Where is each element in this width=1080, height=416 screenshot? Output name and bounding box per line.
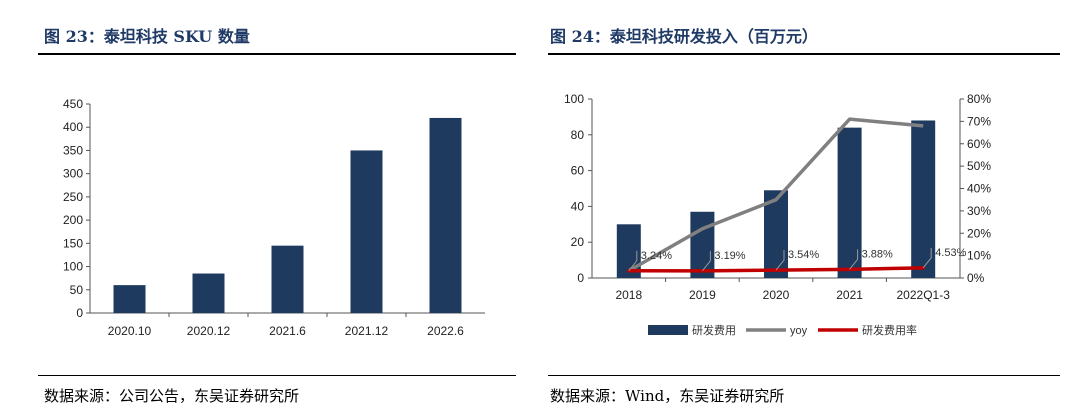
y-tick-label: 350 [63,143,83,157]
figure-23-panel: 图 23：泰坦科技 SKU 数量 0 50 100 150 200 250 300 350 40… [38,27,516,405]
bar [429,117,462,313]
data-label: 3.54% [788,249,819,261]
x-tick-label: 2021 [836,288,863,302]
x-tick-label: 2021.6 [269,324,306,338]
data-label-leader [702,250,711,272]
figure-24-source: 数据来源：Wind，东吴证券研究所 [550,387,785,405]
left-y-tick-label: 0 [577,271,584,285]
x-tick-label: 2019 [689,288,716,302]
bar [350,150,383,313]
y-tick-label: 400 [63,120,83,134]
right-y-tick-label: 40% [967,182,991,196]
x-tick-label: 2022Q1-3 [897,288,951,302]
data-label-leader [849,249,859,270]
left-y-tick-label: 40 [571,199,585,213]
x-tick-label: 2018 [615,288,642,302]
legend-swatch-rd-expense [648,325,688,335]
y-tick-label: 150 [63,236,83,250]
data-label: 3.24% [641,250,672,262]
right-y-tick-label: 50% [967,159,991,173]
rd-expense-combo-chart: 0 20 40 60 80 100 0% 10% 20% 30% 40% 50% 60% 70% 80% 20… [564,92,991,337]
figure-23-source: 数据来源：公司公告，东吴证券研究所 [44,387,300,405]
right-y-tick-label: 10% [967,249,991,263]
bar [113,285,146,313]
figure-23-title: 图 23：泰坦科技 SKU 数量 [44,27,250,46]
sku-count-bar-chart: 0 50 100 150 200 250 300 350 400 450 2020.10 2020.1… [63,97,485,338]
x-tick-label: 2020.10 [108,324,152,338]
right-y-tick-label: 20% [967,226,991,240]
bar [192,273,225,313]
yoy-line [627,117,924,273]
left-y-tick-label: 20 [571,235,585,249]
legend-label: yoy [790,325,808,337]
data-label: 3.19% [714,250,745,262]
rd-expense-bar [764,190,788,278]
left-y-tick-label: 100 [564,92,584,106]
y-tick-label: 200 [63,213,83,227]
x-tick-label: 2021.12 [345,324,389,338]
data-label-leader [628,250,638,272]
figure-24-panel: 图 24：泰坦科技研发投入（百万元） 0 20 40 60 80 100 0% 10% 20% 3… [540,0,1080,416]
data-label-leader [922,247,932,269]
y-tick-label: 100 [63,260,83,274]
left-y-tick-label: 80 [571,128,585,142]
source-rule [38,375,516,376]
y-tick-label: 0 [76,306,83,320]
left-y-tick-label: 60 [571,164,585,178]
source-rule [548,375,1060,376]
data-label: 4.53% [935,247,966,259]
y-tick-label: 300 [63,167,83,181]
right-y-tick-label: 60% [967,137,991,151]
rd-expense-bar [690,211,715,278]
right-y-tick-label: 30% [967,204,991,218]
y-tick-label: 450 [63,97,83,111]
title-rule [38,53,516,55]
x-tick-label: 2022.6 [427,324,464,338]
x-tick-label: 2020.12 [187,324,231,338]
legend-label: 研发费用率 [862,323,917,337]
x-tick-label: 2020 [763,288,790,302]
y-tick-label: 50 [70,283,84,297]
figure-24-title: 图 24：泰坦科技研发投入（百万元） [550,27,818,46]
right-y-tick-label: 0% [967,271,985,285]
title-rule [548,53,1060,55]
right-y-tick-label: 70% [967,114,991,128]
bar [271,245,304,313]
legend-label: 研发费用 [692,323,736,337]
data-label-leader [775,250,785,271]
y-tick-label: 250 [63,190,83,204]
right-y-tick-label: 80% [967,92,991,106]
data-label: 3.88% [862,248,893,260]
